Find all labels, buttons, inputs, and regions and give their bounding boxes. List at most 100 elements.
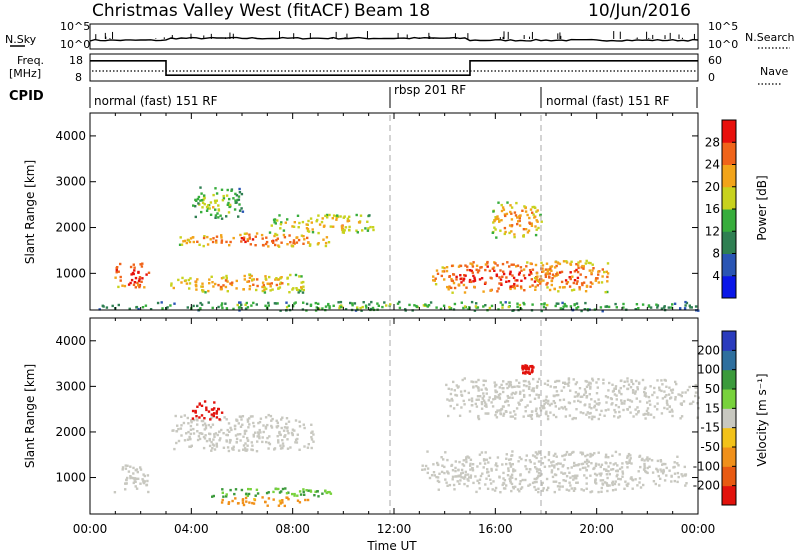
heatmap-cell	[562, 472, 565, 475]
heatmap-cell	[332, 225, 335, 228]
heatmap-cell	[281, 446, 284, 450]
heatmap-cell	[314, 301, 317, 305]
heatmap-cell	[255, 303, 258, 306]
heatmap-cell	[578, 387, 582, 390]
heatmap-cell	[496, 456, 500, 459]
heatmap-cell	[540, 405, 543, 408]
heatmap-cell	[509, 479, 512, 482]
heatmap-cell	[239, 425, 243, 428]
heatmap-cell	[667, 393, 671, 396]
heatmap-cell	[531, 205, 534, 209]
heatmap-cell	[179, 236, 182, 239]
heatmap-cell	[324, 489, 327, 492]
heatmap-cell	[694, 305, 698, 308]
heatmap-cell	[545, 477, 549, 481]
heatmap-cell	[281, 442, 285, 445]
heatmap-cell	[257, 421, 260, 425]
heatmap-cell	[622, 385, 626, 388]
heatmap-cell	[183, 414, 186, 417]
heatmap-cell	[580, 309, 583, 313]
heatmap-cell	[535, 228, 538, 231]
heatmap-cell	[499, 392, 502, 396]
heatmap-cell	[214, 208, 217, 211]
heatmap-cell	[646, 471, 649, 475]
heatmap-cell	[235, 279, 238, 283]
heatmap-cell	[117, 270, 120, 273]
heatmap-cell	[266, 436, 269, 440]
heatmap-cell	[460, 472, 463, 475]
heatmap-cell	[530, 417, 534, 420]
heatmap-cell	[509, 270, 512, 273]
heatmap-cell	[276, 421, 279, 424]
heatmap-cell	[504, 400, 507, 404]
heatmap-cell	[256, 431, 260, 434]
heatmap-cell	[575, 481, 578, 484]
heatmap-cell	[589, 452, 592, 456]
heatmap-cell	[432, 275, 435, 278]
heatmap-cell	[292, 241, 295, 244]
heatmap-cell	[523, 277, 527, 280]
heatmap-cell	[134, 286, 137, 289]
heatmap-cell	[562, 398, 566, 401]
heatmap-cell	[192, 236, 195, 239]
heatmap-cell	[228, 244, 231, 247]
heatmap-cell	[665, 394, 668, 397]
heatmap-cell	[606, 262, 610, 265]
heatmap-cell	[498, 475, 501, 478]
heatmap-cell	[524, 478, 527, 482]
heatmap-cell	[575, 408, 578, 411]
heatmap-cell	[604, 453, 608, 456]
heatmap-cell	[179, 427, 183, 430]
heatmap-cell	[463, 475, 467, 479]
heatmap-cell	[653, 405, 657, 408]
heatmap-cell	[579, 400, 582, 404]
heatmap-cell	[209, 213, 213, 216]
heatmap-cell	[669, 389, 673, 392]
heatmap-cell	[621, 475, 624, 478]
heatmap-cell	[255, 488, 259, 491]
heatmap-cell	[169, 304, 172, 307]
heatmap-cell	[246, 444, 249, 447]
heatmap-cell	[300, 234, 304, 237]
heatmap-cell	[240, 237, 244, 240]
beam-label: Beam 18	[354, 1, 430, 21]
heatmap-cell	[542, 270, 545, 273]
heatmap-cell	[475, 302, 478, 305]
heatmap-cell	[451, 399, 454, 402]
heatmap-cell	[471, 271, 474, 274]
heatmap-cell	[230, 188, 234, 191]
heatmap-cell	[585, 385, 589, 388]
heatmap-cell	[202, 435, 206, 439]
heatmap-cell	[235, 418, 238, 421]
heatmap-cell	[219, 437, 222, 440]
heatmap-cell	[528, 483, 532, 486]
heatmap-cell	[256, 435, 259, 438]
heatmap-cell	[275, 233, 279, 237]
heatmap-cell	[620, 402, 623, 405]
heatmap-cell	[238, 306, 242, 309]
heatmap-cell	[601, 479, 605, 482]
colorbar-swatch	[722, 350, 736, 371]
heatmap-cell	[462, 399, 465, 403]
heatmap-cell	[324, 244, 328, 248]
heatmap-cell	[197, 435, 201, 438]
heatmap-cell	[472, 481, 475, 485]
heatmap-cell	[586, 453, 589, 457]
heatmap-cell	[542, 305, 546, 309]
heatmap-cell	[448, 399, 451, 402]
heatmap-cell	[588, 412, 591, 415]
heatmap-cell	[207, 410, 211, 413]
heatmap-cell	[507, 404, 510, 407]
heatmap-cell	[688, 402, 692, 406]
heatmap-cell	[613, 415, 616, 418]
heatmap-cell	[132, 472, 135, 475]
heatmap-cell	[530, 389, 534, 392]
heatmap-cell	[535, 407, 538, 410]
heatmap-cell	[246, 239, 250, 243]
heatmap-cell	[278, 432, 281, 435]
heatmap-cell	[487, 470, 490, 474]
heatmap-cell	[302, 301, 305, 304]
heatmap-cell	[573, 395, 577, 398]
heatmap-cell	[601, 482, 604, 485]
heatmap-cell	[279, 433, 282, 437]
